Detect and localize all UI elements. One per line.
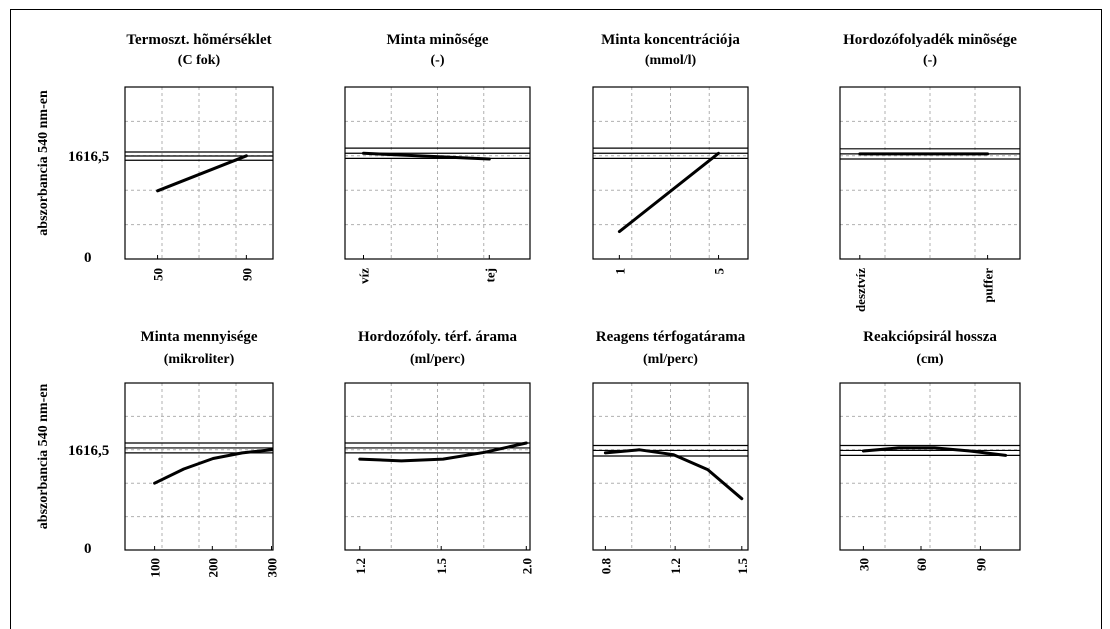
series-line xyxy=(156,154,248,193)
panel-subtitle: (mmol/l) xyxy=(645,53,697,68)
panel-frame xyxy=(839,86,1021,260)
series-line xyxy=(861,446,1008,457)
panel-title: Hordozófolyadék minõsége xyxy=(843,32,1017,48)
x-tick-label: 1.5 xyxy=(434,558,449,575)
panel-subtitle: (C fok) xyxy=(178,53,221,68)
panel-subtitle: (-) xyxy=(923,53,937,68)
x-tick-label: 50 xyxy=(151,268,166,281)
x-tick-label: 1.2 xyxy=(353,558,368,574)
panel-subtitle: (mikroliter) xyxy=(164,352,235,367)
y-tick-label-zero: 0 xyxy=(84,250,92,266)
figure-frame xyxy=(10,9,1102,629)
panel-subtitle: (ml/perc) xyxy=(410,352,465,367)
panel-title: Minta minõsége xyxy=(386,32,488,48)
x-tick-label: 90 xyxy=(239,268,254,281)
panel-frame xyxy=(124,382,274,551)
panel-subtitle: (-) xyxy=(431,53,445,68)
panel-subtitle: (ml/perc) xyxy=(643,352,698,367)
x-tick-label: 90 xyxy=(973,558,988,571)
y-tick-label-zero: 0 xyxy=(84,541,92,557)
panel-title: Minta koncentrációja xyxy=(601,32,740,48)
series-line xyxy=(362,151,491,161)
series-line xyxy=(153,448,273,485)
panel-frame xyxy=(839,382,1021,551)
x-tick-label: víz xyxy=(357,268,372,284)
y-axis-label: abszorbancia 540 nm-en xyxy=(36,384,51,530)
panel-frame xyxy=(592,86,749,260)
series-line xyxy=(358,441,528,463)
x-tick-label: 300 xyxy=(265,558,280,578)
panel-title: Hordozófoly. térf. árama xyxy=(358,329,518,345)
panel-frame xyxy=(344,86,531,260)
panel-title: Reakciópsirál hossza xyxy=(863,329,997,345)
y-tick-label-ref: 1616,5 xyxy=(68,443,109,459)
x-tick-label: 100 xyxy=(148,558,163,578)
x-tick-label: 0.8 xyxy=(598,558,613,575)
panel-title: Termoszt. hõmérséklet xyxy=(126,32,271,48)
panel-frame xyxy=(124,86,274,260)
x-tick-label: 1 xyxy=(612,268,627,275)
x-tick-label: 1.5 xyxy=(735,558,750,575)
series-line xyxy=(617,151,720,234)
panel-frame xyxy=(592,382,749,551)
x-tick-label: 30 xyxy=(856,558,871,571)
panel-title: Minta mennyisége xyxy=(140,329,257,345)
panel-subtitle: (cm) xyxy=(916,352,944,367)
x-tick-label: tej xyxy=(482,268,497,282)
x-tick-label: 5 xyxy=(712,268,727,275)
series-line xyxy=(603,448,744,501)
x-tick-label: 2.0 xyxy=(519,558,534,574)
x-tick-label: 1.2 xyxy=(668,558,683,574)
x-tick-label: puffer xyxy=(981,268,996,303)
panel-title: Reagens térfogatárama xyxy=(596,329,746,345)
x-tick-label: 60 xyxy=(914,558,929,571)
y-axis-label: abszorbancia 540 nm-en xyxy=(36,90,51,236)
x-tick-label: 200 xyxy=(205,558,220,578)
panel-frame xyxy=(344,382,531,551)
x-tick-label: desztvíz xyxy=(853,268,868,312)
y-tick-label-ref: 1616,5 xyxy=(68,149,109,165)
